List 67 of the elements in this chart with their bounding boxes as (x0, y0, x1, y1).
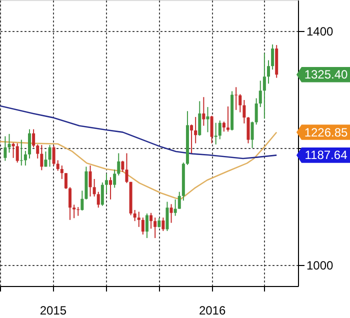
text: 1187.64 (304, 148, 348, 162)
candlestick (170, 204, 173, 224)
candlestick (145, 212, 148, 239)
candlestick (121, 160, 124, 172)
text: 1226.85 (304, 125, 348, 140)
y-tick-label: 1400 (306, 24, 334, 38)
candlestick (154, 217, 157, 239)
candlestick (44, 150, 48, 168)
candlestick (150, 212, 153, 230)
candlestick (4, 136, 7, 162)
candlestick (258, 80, 262, 108)
candlestick (226, 106, 230, 132)
y-tick-label: 1000 (306, 258, 334, 272)
candlestick (250, 121, 254, 148)
candlestick (178, 191, 181, 210)
candlestick (218, 120, 222, 140)
candlestick (64, 172, 68, 190)
candlestick (36, 144, 40, 159)
candlestick (262, 52, 266, 120)
candlestick (266, 60, 270, 84)
candlestick (162, 217, 165, 232)
candlestick (133, 209, 136, 222)
candlestick (214, 122, 218, 145)
candlestick (96, 191, 100, 208)
candlestick (198, 100, 202, 136)
candlestick (271, 44, 274, 70)
candlestick (254, 98, 258, 126)
candlestick (206, 106, 210, 133)
text: 1325.40 (304, 68, 348, 82)
candlestick (100, 182, 104, 206)
candlestick (242, 100, 246, 124)
candlestick (210, 115, 214, 144)
candlestick (113, 169, 116, 188)
candlestick (16, 142, 19, 164)
candlestick (104, 173, 108, 194)
candlestick (109, 176, 112, 200)
candlestick (158, 218, 161, 228)
candlestick (60, 165, 64, 180)
candlestick (190, 124, 194, 154)
candlestick (141, 217, 144, 236)
candlestick (72, 204, 76, 219)
x-tick-label: 2016 (198, 304, 226, 318)
candlestick (125, 152, 128, 184)
candlestick (32, 128, 36, 148)
candlestick (68, 186, 72, 220)
candlestick (166, 201, 169, 232)
candlestick (56, 160, 60, 172)
candlestick (246, 116, 250, 144)
candlestick (52, 145, 56, 166)
candlestick (137, 211, 140, 228)
candlestick (24, 150, 27, 166)
line-series (0, 105, 278, 160)
candlestick (28, 128, 32, 159)
candlestick (194, 116, 198, 144)
candlestick (238, 94, 242, 113)
candlestick (48, 144, 52, 168)
candlestick (8, 133, 11, 154)
candlestick (234, 86, 238, 110)
candlestick (222, 121, 226, 132)
candlestick (117, 152, 120, 176)
x-tick-label: 2015 (40, 304, 67, 318)
candlestick (80, 190, 84, 212)
candlestick (40, 144, 44, 171)
candlestick (92, 178, 96, 198)
candlestick (202, 96, 206, 126)
candlestick (88, 165, 92, 198)
candlestick (174, 198, 177, 216)
